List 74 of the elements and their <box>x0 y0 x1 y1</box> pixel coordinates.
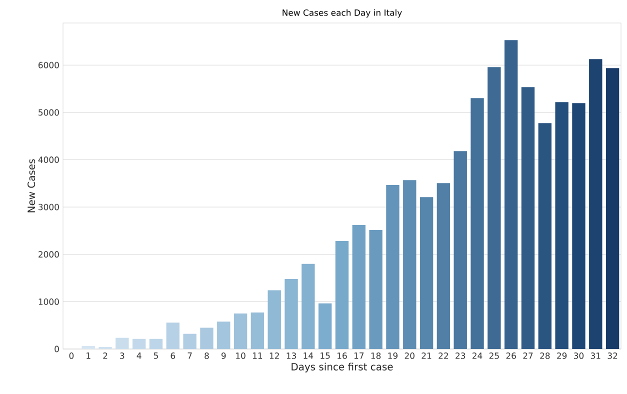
x-tick-label: 21 <box>422 352 432 359</box>
bar <box>268 290 281 349</box>
x-axis-title: Days since first case <box>292 362 393 372</box>
bar <box>250 312 264 349</box>
x-tick-label: 11 <box>253 352 262 359</box>
y-tick-label: 4000 <box>38 156 59 163</box>
x-tick-label: 20 <box>404 352 414 359</box>
x-tick-label: 28 <box>540 352 550 359</box>
bar <box>352 225 366 349</box>
bar <box>302 264 315 349</box>
bar <box>234 314 248 349</box>
y-tick-label: 6000 <box>38 62 59 68</box>
y-tick-label: 1000 <box>38 298 59 305</box>
bar <box>538 123 552 349</box>
y-tick-label: 3000 <box>38 204 59 210</box>
x-tick-label: 6 <box>170 352 176 359</box>
x-tick-label: 0 <box>69 352 74 359</box>
x-tick-label: 25 <box>489 352 499 359</box>
bar <box>436 183 450 349</box>
x-tick-label: 23 <box>456 352 466 359</box>
bar <box>200 328 214 349</box>
x-tick-label: 10 <box>236 352 246 359</box>
x-tick-label: 22 <box>438 352 448 359</box>
bar <box>488 67 501 349</box>
bar <box>116 338 129 349</box>
x-tick-label: 9 <box>221 352 226 359</box>
x-tick-label: 14 <box>304 352 314 359</box>
bar <box>183 334 196 349</box>
x-tick-label: 3 <box>120 352 124 359</box>
x-tick-label: 19 <box>388 352 398 359</box>
bar <box>555 102 568 349</box>
x-tick-label: 16 <box>338 352 347 359</box>
bar <box>217 322 230 349</box>
x-tick-label: 30 <box>574 352 584 359</box>
y-axis-title: New Cases <box>28 159 36 212</box>
x-tick-label: 1 <box>86 352 90 359</box>
y-tick-label: 0 <box>54 346 59 352</box>
bar <box>589 59 602 349</box>
bar <box>606 68 620 349</box>
x-tick-label: 26 <box>506 352 516 359</box>
y-tick-label: 5000 <box>38 109 59 116</box>
x-tick-label: 27 <box>523 352 533 359</box>
bar <box>572 103 586 349</box>
x-tick-label: 2 <box>103 352 108 359</box>
x-tick-label: 13 <box>286 352 296 359</box>
bar <box>166 322 180 349</box>
x-tick-label: 5 <box>154 352 158 359</box>
bar <box>335 241 349 349</box>
bar <box>386 185 400 349</box>
x-tick-label: 18 <box>371 352 381 359</box>
chart-title: New Cases each Day in Italy <box>282 9 402 18</box>
bar <box>454 151 467 349</box>
bar <box>284 279 298 349</box>
x-tick-label: 17 <box>354 352 364 359</box>
bar <box>132 338 146 349</box>
bar <box>369 230 382 349</box>
bar <box>470 98 484 349</box>
y-tick-label: 2000 <box>38 251 59 258</box>
x-tick-label: 32 <box>608 352 618 359</box>
bar <box>318 303 332 349</box>
x-tick-label: 7 <box>188 352 192 359</box>
x-tick-label: 29 <box>557 352 567 359</box>
bar <box>403 180 416 349</box>
bar <box>420 197 434 349</box>
x-tick-label: 15 <box>320 352 330 359</box>
x-tick-label: 31 <box>590 352 600 359</box>
bar <box>149 338 163 349</box>
x-tick-label: 8 <box>204 352 209 359</box>
x-tick-label: 24 <box>472 352 482 359</box>
bar <box>521 87 535 349</box>
x-tick-label: 12 <box>270 352 279 359</box>
x-tick-label: 4 <box>136 352 142 359</box>
bar <box>504 40 518 349</box>
bar <box>82 346 95 349</box>
